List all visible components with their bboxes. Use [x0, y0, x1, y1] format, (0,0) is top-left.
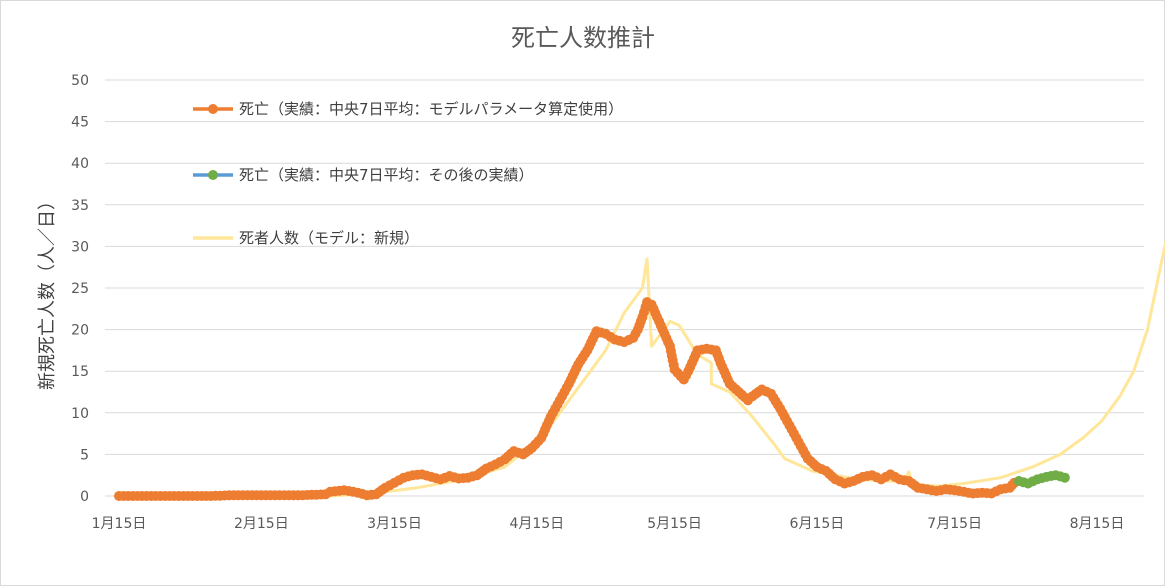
series-line	[181, 239, 1165, 498]
y-tick-label: 25	[71, 281, 89, 297]
legend-item-model: 死者人数（モデル：新規）	[193, 229, 419, 247]
chart-title: 死亡人数推計	[511, 24, 655, 52]
legend-item-actual-after: 死亡（実績：中央7日平均：その後の実績）	[193, 166, 534, 184]
series-marker	[1059, 472, 1070, 483]
x-tick-label: 1月15日	[92, 516, 147, 532]
y-tick-label: 50	[71, 73, 89, 89]
x-tick-label: 6月15日	[790, 516, 845, 532]
legend: 死亡（実績：中央7日平均：モデルパラメータ算定使用） 死亡（実績：中央7日平均：…	[193, 100, 623, 247]
y-tick-label: 10	[71, 406, 89, 422]
y-tick-label: 0	[80, 489, 89, 505]
y-tick-label: 5	[80, 447, 89, 463]
y-tick-label: 35	[71, 198, 89, 214]
series-line	[117, 300, 1017, 498]
y-axis-ticks: 0 5 10 15 20 25 30 35 40 45 50	[71, 73, 89, 505]
y-tick-label: 20	[71, 323, 89, 339]
x-tick-label: 3月15日	[367, 516, 422, 532]
x-tick-label: 5月15日	[647, 516, 702, 532]
x-tick-label: 7月15日	[927, 516, 982, 532]
y-tick-label: 40	[71, 156, 89, 172]
x-tick-label: 8月15日	[1070, 516, 1125, 532]
legend-label: 死亡（実績：中央7日平均：その後の実績）	[239, 166, 534, 184]
y-tick-label: 30	[71, 239, 89, 255]
legend-item-actual-model: 死亡（実績：中央7日平均：モデルパラメータ算定使用）	[193, 100, 623, 118]
legend-swatch-marker	[208, 170, 218, 180]
y-axis-label: 新規死亡人数（人／日）	[37, 192, 58, 390]
x-tick-label: 4月15日	[509, 516, 564, 532]
y-tick-label: 15	[71, 364, 89, 380]
gridlines	[105, 79, 1144, 497]
x-axis-ticks: 1月15日 2月15日 3月15日 4月15日 5月15日 6月15日 7月15日 8月15日	[92, 516, 1125, 532]
x-tick-label: 2月15日	[234, 516, 289, 532]
legend-swatch-marker	[208, 104, 218, 114]
y-tick-label: 45	[71, 115, 89, 131]
legend-label: 死者人数（モデル：新規）	[239, 229, 419, 247]
legend-label: 死亡（実績：中央7日平均：モデルパラメータ算定使用）	[239, 100, 623, 118]
series-group	[114, 239, 1165, 501]
